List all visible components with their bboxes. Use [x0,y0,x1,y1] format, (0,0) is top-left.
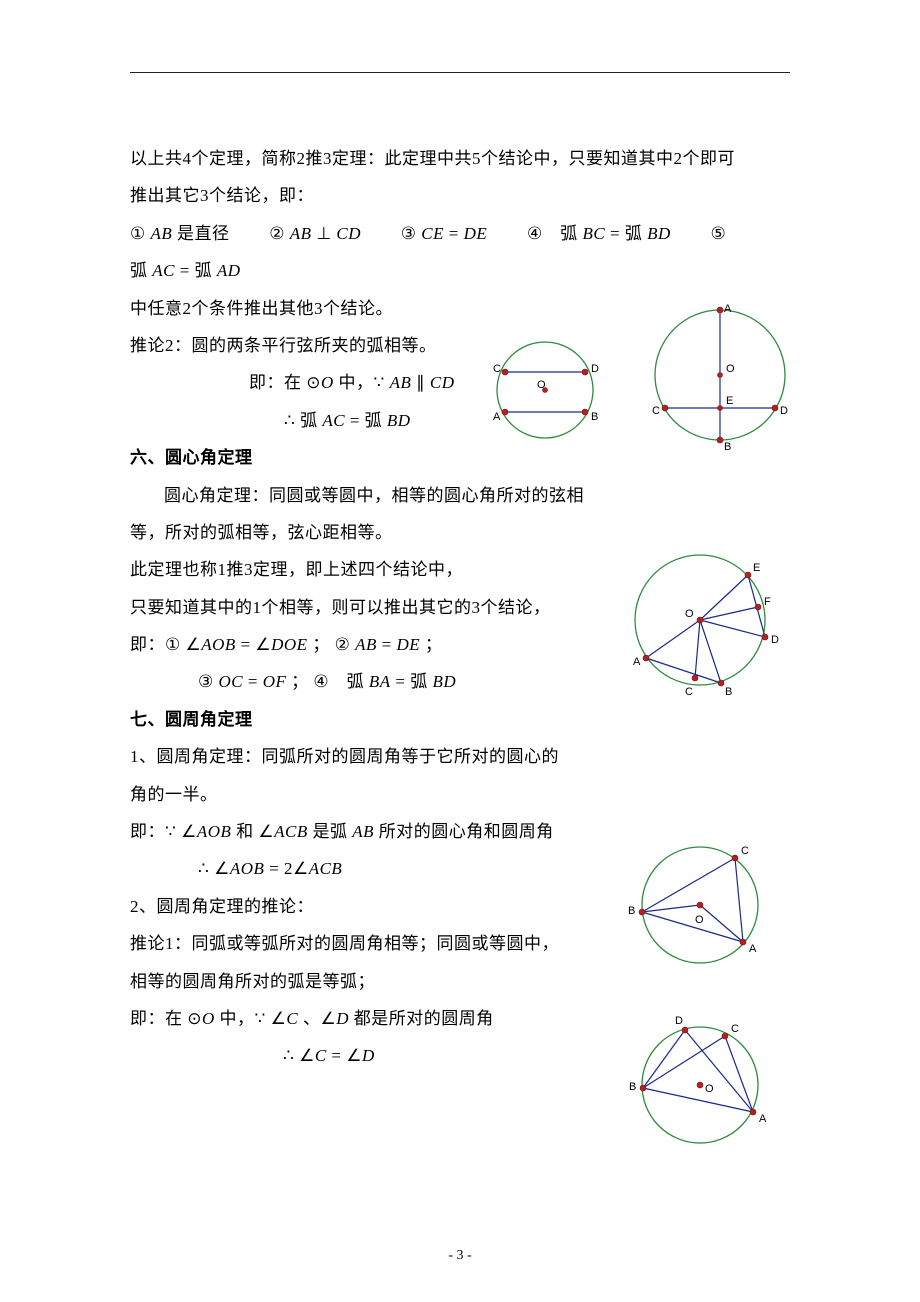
page-number: - 3 - [0,1248,920,1264]
svg-text:O: O [705,1083,714,1095]
svg-text:E: E [726,395,733,407]
svg-text:C: C [731,1023,739,1035]
svg-text:B: B [724,441,731,453]
svg-text:F: F [764,596,771,608]
diagram-central-angles: O A B C D E F [625,545,795,710]
svg-text:B: B [725,686,732,698]
svg-text:C: C [741,845,749,857]
top-rule [130,72,790,73]
svg-text:O: O [537,379,546,391]
diagram-diameter-perp-chord: A B C D O E [640,300,805,465]
diagram-inscribed-same-arc: O A B C D [625,1010,785,1165]
svg-text:O: O [695,914,704,926]
svg-text:A: A [724,303,732,315]
svg-text:O: O [685,608,694,620]
svg-text:D: D [780,405,788,417]
s7-p2: 角的一半。 [130,776,810,813]
svg-text:D: D [771,634,779,646]
svg-text:B: B [628,905,635,917]
svg-text:A: A [759,1113,767,1125]
svg-text:A: A [633,656,641,668]
svg-text:B: B [591,411,598,423]
condition-line-2: 弧 AC = 弧 AD [130,252,810,289]
s7-p1: 1、圆周角定理：同弧所对的圆周角等于它所对的圆心的 [130,738,810,775]
svg-text:C: C [652,405,660,417]
svg-text:C: C [493,363,501,375]
para-intro-1: 以上共4个定理，简称2推3定理：此定理中共5个结论中，只要知道其中2个即可 [130,140,810,177]
svg-text:D: D [591,363,599,375]
diagram-parallel-chords: C D A B O [485,330,610,455]
s6-p1: 圆心角定理：同圆或等圆中，相等的圆心角所对的弦相 [130,477,810,514]
svg-text:A: A [493,411,501,423]
svg-text:D: D [675,1015,683,1027]
condition-line-1: ① AB 是直径 ② AB ⊥ CD ③ CE = DE ④ 弧 BC = 弧 … [130,215,810,252]
svg-text:O: O [726,363,735,375]
svg-text:C: C [685,686,693,698]
diagram-inscribed-angle: O A B C [625,830,785,985]
svg-text:A: A [749,943,757,955]
para-intro-2: 推出其它3个结论，即： [130,177,810,214]
svg-text:E: E [753,562,760,574]
svg-text:B: B [629,1081,636,1093]
